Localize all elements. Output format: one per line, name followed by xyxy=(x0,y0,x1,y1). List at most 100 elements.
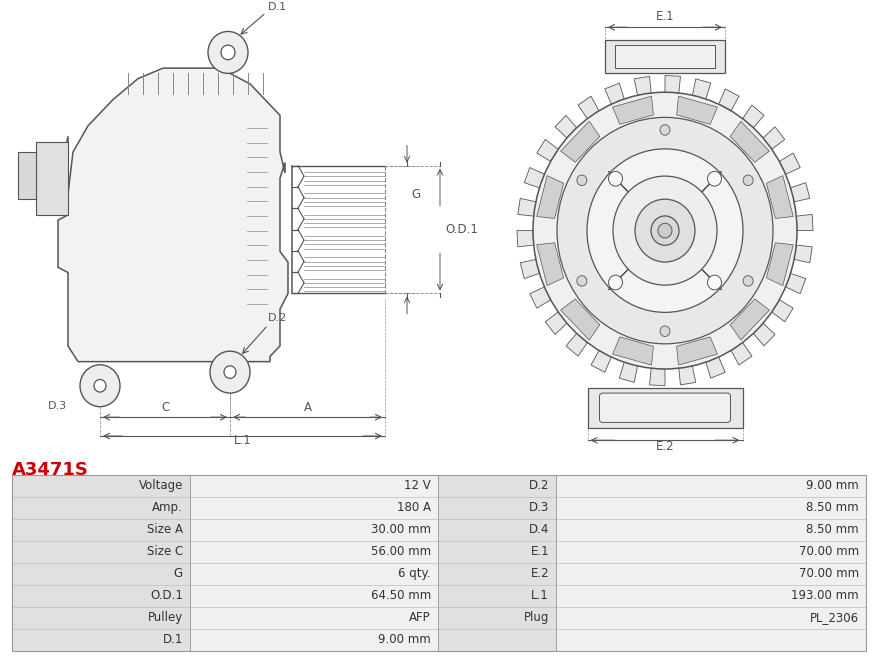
Bar xyxy=(18,152,36,199)
Text: 9.00 mm: 9.00 mm xyxy=(806,479,859,492)
Polygon shape xyxy=(525,168,544,188)
Text: E.1: E.1 xyxy=(531,545,549,559)
Polygon shape xyxy=(790,183,810,202)
Circle shape xyxy=(94,380,106,392)
Bar xyxy=(12,541,190,563)
Text: Plug: Plug xyxy=(524,611,549,624)
Text: L.1: L.1 xyxy=(532,590,549,603)
Text: 56.00 mm: 56.00 mm xyxy=(371,545,431,559)
Polygon shape xyxy=(665,76,680,93)
Circle shape xyxy=(608,275,622,290)
Circle shape xyxy=(660,326,670,336)
Circle shape xyxy=(635,199,695,262)
Polygon shape xyxy=(731,343,752,365)
Bar xyxy=(556,607,866,629)
Bar xyxy=(556,629,866,651)
Circle shape xyxy=(651,216,679,245)
Text: PL_2306: PL_2306 xyxy=(810,611,859,624)
Text: 6 qty.: 6 qty. xyxy=(398,567,431,580)
Bar xyxy=(12,497,190,519)
Bar xyxy=(12,519,190,541)
Bar xyxy=(190,629,438,651)
Polygon shape xyxy=(763,127,785,149)
Circle shape xyxy=(743,276,753,286)
Circle shape xyxy=(660,125,670,136)
Polygon shape xyxy=(609,172,652,216)
Circle shape xyxy=(210,351,250,393)
Bar xyxy=(190,541,438,563)
Text: 180 A: 180 A xyxy=(397,501,431,515)
Polygon shape xyxy=(517,230,533,247)
Polygon shape xyxy=(678,172,722,216)
Text: 30.00 mm: 30.00 mm xyxy=(371,523,431,536)
Circle shape xyxy=(224,366,236,378)
Text: D.1: D.1 xyxy=(163,634,183,646)
Bar xyxy=(12,607,190,629)
Circle shape xyxy=(708,171,722,186)
Text: Voltage: Voltage xyxy=(139,479,183,492)
Polygon shape xyxy=(537,243,564,286)
Bar xyxy=(605,40,725,74)
Text: D.4: D.4 xyxy=(529,523,549,536)
Polygon shape xyxy=(794,245,813,263)
Polygon shape xyxy=(780,153,800,174)
Polygon shape xyxy=(753,323,775,346)
Text: AFP: AFP xyxy=(409,611,431,624)
Bar xyxy=(12,563,190,585)
Text: 8.50 mm: 8.50 mm xyxy=(806,523,859,536)
Polygon shape xyxy=(613,96,653,124)
Text: 64.50 mm: 64.50 mm xyxy=(371,590,431,603)
Polygon shape xyxy=(679,366,696,385)
Polygon shape xyxy=(605,83,624,104)
Circle shape xyxy=(743,175,753,186)
Bar xyxy=(615,45,715,68)
Polygon shape xyxy=(650,368,665,386)
Text: 12 V: 12 V xyxy=(404,479,431,492)
Polygon shape xyxy=(634,76,652,95)
Polygon shape xyxy=(706,357,725,378)
Polygon shape xyxy=(678,245,722,290)
Polygon shape xyxy=(766,176,793,218)
Circle shape xyxy=(587,149,743,313)
Bar xyxy=(190,475,438,497)
Bar xyxy=(556,519,866,541)
Bar xyxy=(556,541,866,563)
Polygon shape xyxy=(561,299,600,340)
Circle shape xyxy=(577,175,587,186)
Bar xyxy=(438,629,556,651)
Bar xyxy=(556,585,866,607)
Bar xyxy=(556,497,866,519)
Polygon shape xyxy=(677,96,717,124)
Bar xyxy=(190,607,438,629)
Circle shape xyxy=(613,176,717,285)
Polygon shape xyxy=(566,334,588,356)
Circle shape xyxy=(533,92,797,369)
Text: G: G xyxy=(174,567,183,580)
Polygon shape xyxy=(613,337,653,365)
Text: E.1: E.1 xyxy=(656,10,675,23)
Text: D.3: D.3 xyxy=(48,401,68,411)
Circle shape xyxy=(557,117,773,344)
Bar xyxy=(36,141,68,215)
Polygon shape xyxy=(797,215,813,230)
Bar xyxy=(190,563,438,585)
Text: A: A xyxy=(303,401,311,414)
Text: O.D.1: O.D.1 xyxy=(445,223,478,236)
Text: Amp.: Amp. xyxy=(152,501,183,515)
Text: E.2: E.2 xyxy=(531,567,549,580)
Text: Size C: Size C xyxy=(147,545,183,559)
Bar xyxy=(438,475,556,497)
Bar xyxy=(556,563,866,585)
Text: 70.00 mm: 70.00 mm xyxy=(799,567,859,580)
Polygon shape xyxy=(545,312,567,334)
Bar xyxy=(190,519,438,541)
Polygon shape xyxy=(555,115,577,138)
Bar xyxy=(12,475,866,651)
Text: E.2: E.2 xyxy=(656,440,675,453)
Text: L.1: L.1 xyxy=(234,434,252,447)
Polygon shape xyxy=(786,273,805,293)
Polygon shape xyxy=(517,198,536,216)
Text: D.3: D.3 xyxy=(529,501,549,515)
Bar xyxy=(190,585,438,607)
Polygon shape xyxy=(620,362,637,382)
